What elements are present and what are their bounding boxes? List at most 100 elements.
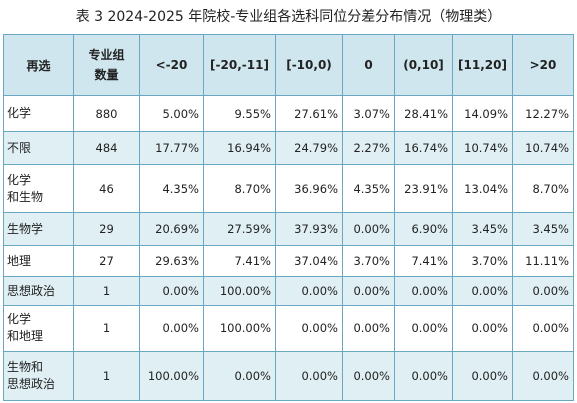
cell-bin-5: 0.00% — [452, 276, 513, 307]
row-subject-line: 思想政治 — [7, 376, 56, 391]
header-count-line2: 数量 — [94, 68, 119, 82]
cell-bin-5: 0.00% — [452, 305, 513, 352]
cell-bin-2: 37.04% — [275, 245, 343, 278]
cell-bin-3: 0.00% — [342, 350, 395, 402]
cell-bin-2: 0.00% — [275, 350, 343, 402]
row-subject: 化学 — [3, 94, 74, 133]
row-count: 1 — [73, 350, 140, 402]
row-subject-line: 和生物 — [7, 189, 44, 204]
cell-bin-1: 100.00% — [203, 305, 276, 352]
cell-bin-0: 20.69% — [139, 212, 204, 247]
cell-bin-4: 6.90% — [394, 212, 453, 247]
cell-bin-5: 14.09% — [452, 94, 513, 133]
row-count: 46 — [73, 164, 140, 214]
row-subject-line: 化学 — [7, 312, 32, 327]
header-bin-0: <-20 — [139, 34, 204, 96]
cell-bin-2: 27.61% — [275, 94, 343, 133]
cell-bin-5: 13.04% — [452, 164, 513, 214]
cell-bin-2: 37.93% — [275, 212, 343, 247]
header-row: 再选 专业组 数量 <-20 [-20,-11] [-10,0) 0 (0,10… — [3, 34, 574, 96]
cell-bin-4: 0.00% — [394, 305, 453, 352]
cell-bin-5: 0.00% — [452, 350, 513, 402]
cell-bin-4: 16.74% — [394, 131, 453, 166]
cell-bin-4: 28.41% — [394, 94, 453, 133]
cell-bin-0: 17.77% — [139, 131, 204, 166]
cell-bin-3: 3.07% — [342, 94, 395, 133]
row-count: 27 — [73, 245, 140, 278]
cell-bin-6: 0.00% — [512, 305, 574, 352]
cell-bin-6: 12.27% — [512, 94, 574, 133]
cell-bin-1: 16.94% — [203, 131, 276, 166]
row-subject: 化学 和生物 — [3, 164, 74, 214]
header-count: 专业组 数量 — [73, 34, 140, 96]
table-row: 不限 484 17.77% 16.94% 24.79% 2.27% 16.74% 10.74%… — [3, 131, 574, 166]
header-subject: 再选 — [3, 34, 74, 96]
row-subject: 思想政治 — [3, 276, 74, 307]
cell-bin-3: 0.00% — [342, 305, 395, 352]
cell-bin-1: 100.00% — [203, 276, 276, 307]
table-caption: 表 3 2024-2025 年院校-专业组各选科同位分差分布情况（物理类） — [75, 9, 502, 25]
cell-bin-4: 23.91% — [394, 164, 453, 214]
header-bin-2: [-10,0) — [275, 34, 343, 96]
cell-bin-0: 5.00% — [139, 94, 204, 133]
row-subject: 化学 和地理 — [3, 305, 74, 352]
row-subject-line: 化学 — [7, 106, 32, 121]
cell-bin-6: 0.00% — [512, 350, 574, 402]
cell-bin-3: 2.27% — [342, 131, 395, 166]
cell-bin-0: 0.00% — [139, 305, 204, 352]
cell-bin-1: 8.70% — [203, 164, 276, 214]
cell-bin-5: 3.70% — [452, 245, 513, 278]
table-row: 生物学 29 20.69% 27.59% 37.93% 0.00% 6.90% 3.45% 3.… — [3, 212, 574, 247]
cell-bin-0: 29.63% — [139, 245, 204, 278]
table-row: 思想政治 1 0.00% 100.00% 0.00% 0.00% 0.00% 0.00% 0.0… — [3, 276, 574, 307]
cell-bin-1: 0.00% — [203, 350, 276, 402]
table-row: 化学 和生物 46 4.35% 8.70% 36.96% 4.35% 23.91% 13.04%… — [3, 164, 574, 214]
row-subject-line: 生物和 — [7, 359, 44, 374]
row-subject: 不限 — [3, 131, 74, 166]
row-count: 29 — [73, 212, 140, 247]
cell-bin-4: 7.41% — [394, 245, 453, 278]
cell-bin-3: 4.35% — [342, 164, 395, 214]
row-subject-line: 和地理 — [7, 329, 44, 344]
cell-bin-6: 11.11% — [512, 245, 574, 278]
distribution-table: 再选 专业组 数量 <-20 [-20,-11] [-10,0) 0 (0,10… — [3, 34, 574, 402]
cell-bin-5: 3.45% — [452, 212, 513, 247]
cell-bin-0: 0.00% — [139, 276, 204, 307]
row-subject-line: 化学 — [7, 172, 32, 187]
table-body: 化学 880 5.00% 9.55% 27.61% 3.07% 28.41% 14.09% 12… — [3, 94, 574, 402]
cell-bin-4: 0.00% — [394, 350, 453, 402]
row-count: 1 — [73, 276, 140, 307]
cell-bin-2: 0.00% — [275, 305, 343, 352]
header-bin-3: 0 — [342, 34, 395, 96]
cell-bin-6: 3.45% — [512, 212, 574, 247]
cell-bin-3: 0.00% — [342, 212, 395, 247]
cell-bin-0: 100.00% — [139, 350, 204, 402]
cell-bin-6: 10.74% — [512, 131, 574, 166]
header-bin-6: >20 — [512, 34, 574, 96]
header-count-line1: 专业组 — [88, 48, 125, 62]
cell-bin-2: 24.79% — [275, 131, 343, 166]
cell-bin-6: 8.70% — [512, 164, 574, 214]
row-subject: 生物学 — [3, 212, 74, 247]
table-row: 地理 27 29.63% 7.41% 37.04% 3.70% 7.41% 3.70% 11.1… — [3, 245, 574, 278]
cell-bin-1: 7.41% — [203, 245, 276, 278]
header-bin-4: (0,10] — [394, 34, 453, 96]
table-row: 化学 和地理 1 0.00% 100.00% 0.00% 0.00% 0.00% 0.00% 0.… — [3, 305, 574, 352]
row-subject-line: 地理 — [7, 253, 32, 268]
row-subject-line: 生物学 — [7, 221, 44, 236]
row-subject: 地理 — [3, 245, 74, 278]
row-count: 1 — [73, 305, 140, 352]
cell-bin-1: 9.55% — [203, 94, 276, 133]
row-subject-line: 不限 — [7, 140, 32, 155]
row-subject: 生物和 思想政治 — [3, 350, 74, 402]
header-bin-1: [-20,-11] — [203, 34, 276, 96]
cell-bin-6: 0.00% — [512, 276, 574, 307]
table-row: 生物和 思想政治 1 100.00% 0.00% 0.00% 0.00% 0.00% 0.00%… — [3, 350, 574, 402]
cell-bin-0: 4.35% — [139, 164, 204, 214]
cell-bin-3: 0.00% — [342, 276, 395, 307]
row-subject-line: 思想政治 — [7, 283, 56, 298]
table-row: 化学 880 5.00% 9.55% 27.61% 3.07% 28.41% 14.09% 12… — [3, 94, 574, 133]
header-bin-5: [11,20] — [452, 34, 513, 96]
cell-bin-3: 3.70% — [342, 245, 395, 278]
row-count: 880 — [73, 94, 140, 133]
